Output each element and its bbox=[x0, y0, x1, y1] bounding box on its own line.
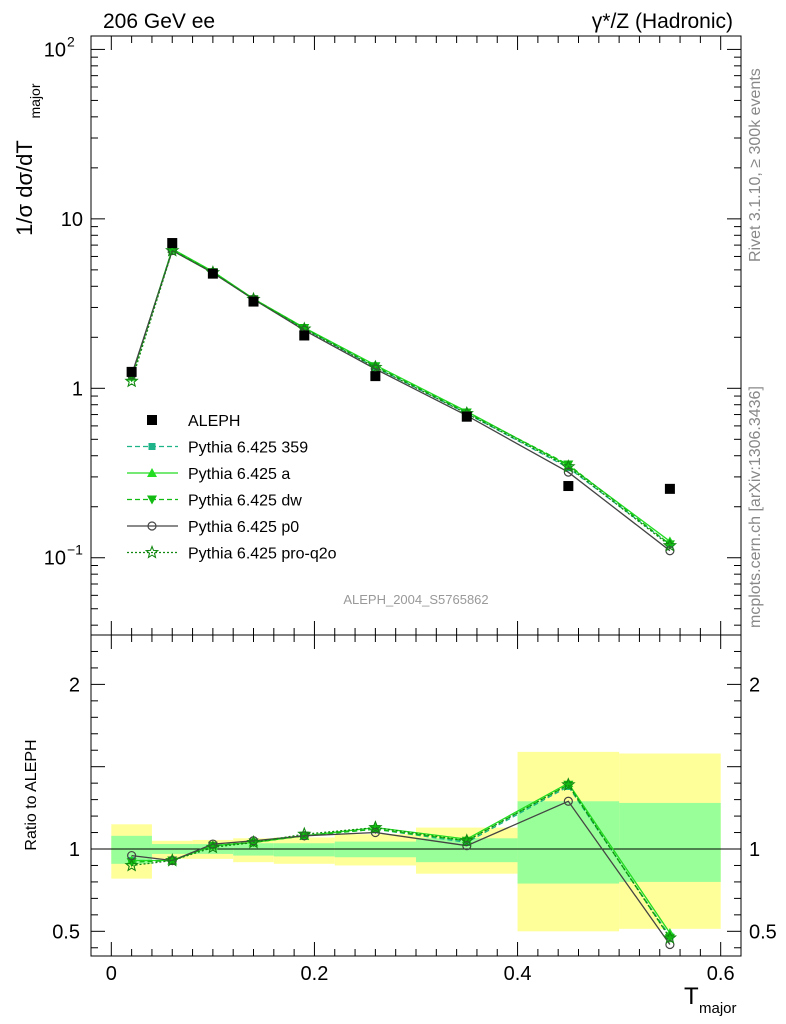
ratio-line-pp0 bbox=[131, 800, 671, 945]
legend-label: Pythia 6.425 dw bbox=[188, 493, 302, 510]
legend-label: Pythia 6.425 a bbox=[188, 466, 290, 483]
series-line-pq2o bbox=[130, 249, 671, 547]
ratio-point-pq2o bbox=[459, 833, 474, 847]
ratio-point-pq2o bbox=[205, 839, 221, 854]
legend-marker-pa bbox=[147, 468, 157, 477]
error-band-inner bbox=[619, 802, 721, 882]
legend-marker-p359 bbox=[148, 443, 156, 450]
series-point-pdw bbox=[563, 460, 574, 470]
legend-label: Pythia 6.425 p0 bbox=[188, 519, 299, 536]
x-tick-label: 0.6 bbox=[707, 963, 735, 985]
data-point bbox=[167, 238, 178, 249]
header-left: 206 GeV ee bbox=[103, 10, 215, 33]
ratio-y-tick-label: 2 bbox=[69, 674, 80, 696]
series-point-pq2o bbox=[662, 538, 678, 552]
data-point bbox=[563, 481, 574, 492]
header-right: γ*/Z (Hadronic) bbox=[592, 10, 733, 33]
x-axis-title: T bbox=[684, 983, 699, 1010]
ratio-point-pq2o bbox=[246, 834, 261, 849]
ratio-line-pq2o bbox=[131, 783, 671, 939]
series-point-pdw bbox=[299, 323, 310, 333]
series-point-pq2o bbox=[561, 459, 576, 473]
legend-label: Pythia 6.425 359 bbox=[188, 440, 308, 457]
series-point-pdw bbox=[370, 362, 381, 372]
error-band-inner bbox=[517, 801, 620, 884]
ratio-y-axis-title: Ratio to ALEPH bbox=[23, 739, 40, 850]
series-point-pq2o bbox=[124, 373, 139, 388]
x-axis-title-sub: major bbox=[699, 1000, 737, 1017]
series-point-pq2o bbox=[368, 359, 383, 374]
data-point bbox=[299, 330, 310, 341]
legend-label: Pythia 6.425 pro-q2o bbox=[188, 546, 337, 563]
y-tick-label-exponent: 2 bbox=[67, 33, 75, 49]
x-tick-label: 0 bbox=[106, 963, 117, 985]
ratio-line-p359 bbox=[131, 785, 671, 937]
error-band-inner bbox=[273, 843, 335, 857]
analysis-label: ALEPH_2004_S5765862 bbox=[343, 592, 488, 607]
data-point bbox=[248, 296, 259, 307]
mcplots-label: mcplots.cern.ch [arXiv:1306.3436] bbox=[747, 386, 764, 628]
y-tick-label: 10 bbox=[44, 548, 66, 570]
y-tick-label: 10 bbox=[61, 209, 83, 231]
legend: ALEPH Pythia 6.425 359 Pythia 6.425 a Pythi… bbox=[127, 413, 337, 563]
ratio-point-pp0 bbox=[563, 796, 573, 806]
data-point bbox=[126, 366, 137, 377]
y-tick-label: 10 bbox=[44, 39, 66, 61]
legend-label: ALEPH bbox=[188, 413, 240, 430]
rivet-label: Rivet 3.1.10, ≥ 300k events bbox=[747, 68, 764, 262]
y-axis-title: 1/σ dσ/dT bbox=[12, 140, 37, 236]
ratio-point-pq2o bbox=[165, 853, 180, 867]
ratio-point-pp0 bbox=[299, 831, 309, 841]
legend-marker-pdw bbox=[147, 495, 157, 505]
legend-marker-pq2o bbox=[144, 544, 160, 559]
ratio-point-pq2o bbox=[662, 930, 678, 944]
ratio-point-pq2o bbox=[124, 858, 139, 872]
legend-marker-data bbox=[147, 415, 157, 425]
data-point bbox=[370, 371, 381, 382]
data-point bbox=[207, 268, 218, 279]
data-point bbox=[664, 483, 675, 494]
ratio-point-pq2o bbox=[297, 826, 312, 841]
x-tick-label: 0.2 bbox=[301, 963, 329, 985]
ratio-y-tick-label-right: 2 bbox=[749, 674, 760, 696]
ratio-y-tick-label: 1 bbox=[69, 839, 80, 861]
ratio-panel: 2 2 1 1 0.5 0.5 0 0.2 0.4 0.6 Ratio to ALEPH T major bbox=[23, 634, 777, 1017]
ratio-y-tick-label-right: 1 bbox=[749, 839, 760, 861]
data-point bbox=[461, 411, 472, 422]
y-tick-label: 1 bbox=[72, 378, 83, 400]
y-tick-label-exponent: −1 bbox=[67, 542, 83, 558]
ratio-point-pq2o bbox=[561, 777, 576, 791]
ratio-y-tick-label-right: 0.5 bbox=[749, 921, 777, 943]
ratio-point-pq2o bbox=[368, 820, 383, 834]
x-tick-label: 0.4 bbox=[504, 963, 532, 985]
legend-marker-pp0 bbox=[147, 521, 157, 531]
series-point-pq2o bbox=[165, 243, 180, 257]
ratio-y-tick-label: 0.5 bbox=[52, 921, 80, 943]
y-axis-title-sub: major bbox=[27, 83, 43, 118]
ratio-point-pdw bbox=[126, 858, 137, 868]
